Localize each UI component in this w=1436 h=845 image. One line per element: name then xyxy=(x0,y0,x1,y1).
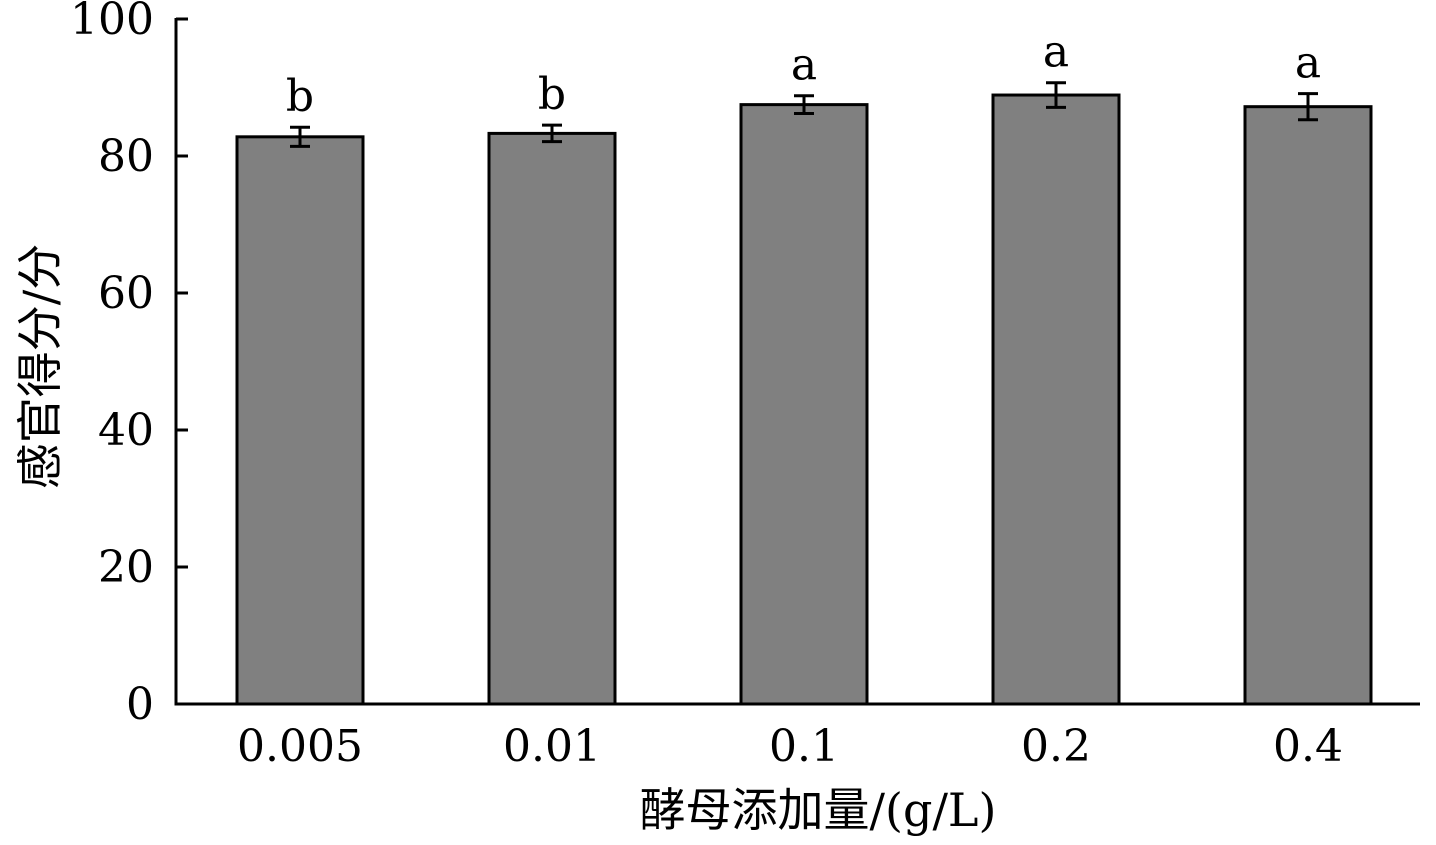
significance-label: a xyxy=(791,40,817,91)
significance-label: b xyxy=(286,71,314,122)
error-bars-layer xyxy=(290,81,1318,148)
significance-label: a xyxy=(1295,38,1321,89)
axes-layer xyxy=(174,18,1420,706)
bar xyxy=(739,103,869,706)
significance-label: a xyxy=(1043,27,1069,78)
significance-labels-layer: b ba a a xyxy=(286,27,1321,123)
y-ticks-layer: 0 20 40 60 80 100 xyxy=(70,0,188,730)
bar xyxy=(487,131,617,706)
x-tick-labels-layer: 0.005 0.01 0.1 0.2 0.4 xyxy=(237,721,1343,772)
y-tick-label: 100 xyxy=(70,0,154,45)
x-tick-label: 0.01 xyxy=(503,721,601,772)
x-tick-label: 0.4 xyxy=(1273,721,1343,772)
error-bar xyxy=(1298,92,1318,122)
error-bar xyxy=(794,94,814,116)
bar xyxy=(235,135,365,706)
y-tick-label: 60 xyxy=(98,268,154,319)
y-tick-label: 0 xyxy=(126,679,154,730)
error-bar xyxy=(290,125,310,148)
y-tick-label: 80 xyxy=(98,131,154,182)
x-tick-label: 0.2 xyxy=(1021,721,1091,772)
x-axis-title: 酵母添加量/(g/L) xyxy=(640,783,997,837)
error-bar xyxy=(1046,81,1066,109)
bar xyxy=(1243,105,1373,706)
bars-layer xyxy=(235,93,1373,706)
significance-label: b xyxy=(538,69,566,120)
error-bar xyxy=(542,123,562,144)
bar xyxy=(991,93,1121,706)
y-axis-title: 感官得分/分 xyxy=(13,244,67,490)
y-tick-label: 20 xyxy=(98,542,154,593)
x-tick-label: 0.1 xyxy=(769,721,839,772)
x-tick-label: 0.005 xyxy=(237,721,363,772)
y-tick-label: 40 xyxy=(98,405,154,456)
